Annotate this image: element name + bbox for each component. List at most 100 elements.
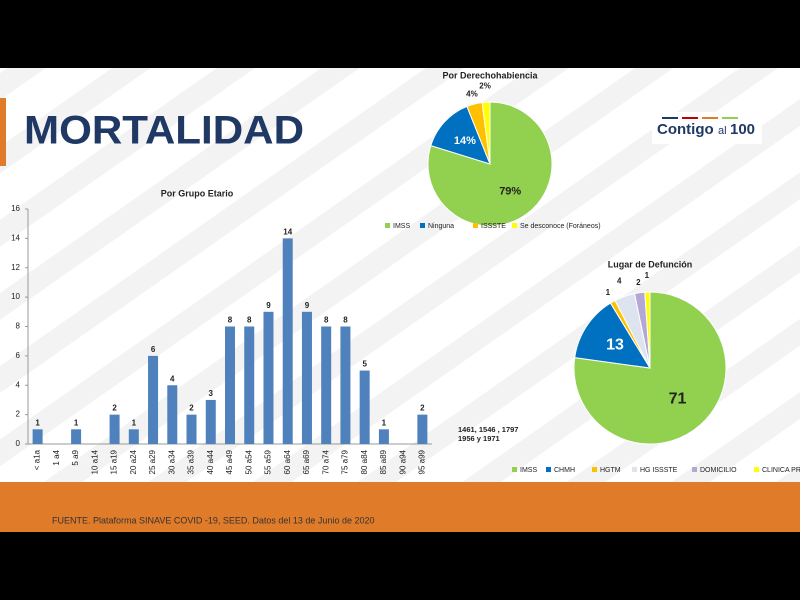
data-label: 5 bbox=[362, 360, 367, 369]
x-tick-label: 60 a64 bbox=[283, 449, 292, 474]
data-label: 2 bbox=[636, 278, 641, 287]
x-tick-label: 80 a84 bbox=[360, 449, 369, 474]
data-label: 71 bbox=[669, 391, 687, 408]
pie-slice bbox=[644, 291, 651, 369]
bar bbox=[417, 414, 428, 444]
legend-swatch bbox=[592, 467, 597, 472]
annotation: 1461, 1546 , 1797 bbox=[458, 425, 518, 434]
logo: Contigo al 100 bbox=[652, 112, 762, 144]
y-tick-label: 0 bbox=[16, 439, 21, 448]
x-tick-label: 10 a14 bbox=[90, 449, 99, 474]
bar bbox=[167, 385, 178, 444]
data-label: 8 bbox=[324, 316, 329, 325]
data-label: 8 bbox=[228, 316, 233, 325]
x-tick-label: 15 a19 bbox=[110, 449, 119, 474]
x-tick-label: 35 a39 bbox=[187, 449, 196, 474]
x-tick-label: 95 a99 bbox=[417, 449, 426, 474]
legend-swatch bbox=[420, 223, 425, 228]
legend-swatch bbox=[473, 223, 478, 228]
logo-dash bbox=[702, 117, 718, 119]
data-label: 2 bbox=[112, 404, 117, 413]
x-tick-label: 55 a59 bbox=[264, 449, 273, 474]
data-label: 9 bbox=[266, 301, 271, 310]
legend-label: DOMICILIO bbox=[700, 467, 737, 474]
data-label: 1 bbox=[606, 288, 611, 297]
x-tick-label: 70 a74 bbox=[321, 449, 330, 474]
x-tick-label: 90 a94 bbox=[398, 449, 407, 474]
y-tick-label: 10 bbox=[11, 292, 20, 301]
pie-slice bbox=[481, 101, 491, 165]
logo-text: Contigo bbox=[657, 121, 714, 138]
logo-dash bbox=[662, 117, 678, 119]
logo-dash bbox=[682, 117, 698, 119]
legend-label: CLINICA PRIVADA bbox=[762, 467, 800, 474]
bar bbox=[109, 414, 120, 444]
legend-swatch bbox=[632, 467, 637, 472]
bar bbox=[148, 355, 159, 444]
data-label: 4% bbox=[466, 89, 478, 98]
data-label: 13 bbox=[606, 336, 624, 353]
legend-label: IMSS bbox=[393, 223, 410, 230]
data-label: 3 bbox=[209, 389, 214, 398]
bar bbox=[128, 429, 139, 444]
bar bbox=[321, 326, 332, 444]
data-label: 4 bbox=[617, 276, 622, 285]
legend-swatch bbox=[692, 467, 697, 472]
x-tick-label: 65 a69 bbox=[302, 449, 311, 474]
bar bbox=[205, 399, 216, 444]
logo-text: 100 bbox=[730, 121, 755, 138]
bar bbox=[71, 429, 82, 444]
data-label: 14% bbox=[454, 135, 476, 147]
x-tick-label: < a1a bbox=[33, 449, 42, 470]
x-tick-label: 45 a49 bbox=[225, 449, 234, 474]
slide-title: MORTALIDAD bbox=[24, 109, 304, 153]
legend-swatch bbox=[546, 467, 551, 472]
annotation: 1956 y 1971 bbox=[458, 434, 500, 443]
bar bbox=[186, 414, 197, 444]
legend-label: Ninguna bbox=[428, 223, 454, 230]
y-tick-label: 14 bbox=[11, 233, 20, 242]
bar bbox=[301, 311, 312, 444]
data-label: 1 bbox=[132, 418, 137, 427]
pie-slice bbox=[430, 105, 491, 165]
x-tick-label: 85 a89 bbox=[379, 449, 388, 474]
bar bbox=[378, 429, 389, 444]
bar bbox=[340, 326, 351, 444]
legend-label: HG ISSSTE bbox=[640, 467, 678, 474]
chart-title: Por Grupo Etario bbox=[161, 188, 234, 198]
logo-dash bbox=[722, 117, 738, 119]
x-tick-label: 40 a44 bbox=[206, 449, 215, 474]
source-note: FUENTE. Plataforma SINAVE COVID -19, SEE… bbox=[52, 515, 374, 525]
x-tick-label: 50 a54 bbox=[244, 449, 253, 474]
bar bbox=[32, 429, 43, 444]
accent-bar bbox=[0, 98, 6, 166]
legend-swatch bbox=[512, 223, 517, 228]
bar bbox=[282, 238, 293, 444]
data-label: 2 bbox=[189, 404, 194, 413]
logo-text: al bbox=[718, 125, 727, 137]
legend-label: HGTM bbox=[600, 467, 621, 474]
chart-title: Por Derechohabiencia bbox=[442, 70, 538, 80]
data-label: 2% bbox=[479, 81, 491, 90]
x-tick-label: 75 a79 bbox=[341, 449, 350, 474]
legend-label: Se desconoce (Foráneos) bbox=[520, 223, 601, 230]
legend-swatch bbox=[385, 223, 390, 228]
y-tick-label: 6 bbox=[16, 351, 21, 360]
data-label: 1 bbox=[74, 418, 79, 427]
x-tick-label: 5 a9 bbox=[71, 449, 80, 465]
data-label: 1 bbox=[645, 271, 650, 280]
x-tick-label: 20 a24 bbox=[129, 449, 138, 474]
data-label: 14 bbox=[283, 227, 292, 236]
data-label: 8 bbox=[247, 316, 252, 325]
legend-label: ISSSTE bbox=[481, 223, 506, 230]
data-label: 4 bbox=[170, 374, 175, 383]
x-tick-label: 1 a4 bbox=[52, 449, 61, 465]
x-tick-label: 25 a29 bbox=[148, 449, 157, 474]
legend-swatch bbox=[754, 467, 759, 472]
data-label: 6 bbox=[151, 345, 156, 354]
y-tick-label: 8 bbox=[16, 322, 21, 331]
bar bbox=[244, 326, 255, 444]
legend-label: CHMH bbox=[554, 467, 575, 474]
x-tick-label: 30 a34 bbox=[167, 449, 176, 474]
